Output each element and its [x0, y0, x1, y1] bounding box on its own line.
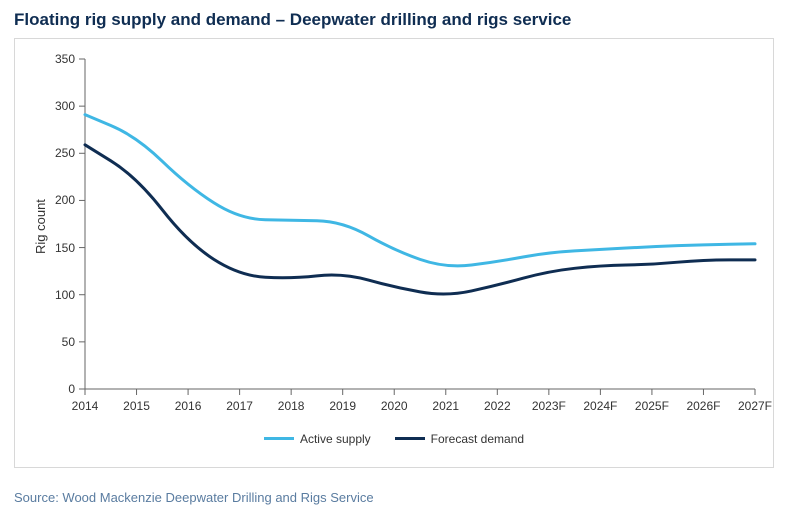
x-tick-label: 2018 — [267, 399, 315, 413]
page-root: Floating rig supply and demand – Deepwat… — [0, 0, 789, 520]
x-tick-label: 2027F — [731, 399, 779, 413]
x-tick-label: 2015 — [113, 399, 161, 413]
x-tick-label: 2021 — [422, 399, 470, 413]
source-text: Source: Wood Mackenzie Deepwater Drillin… — [14, 490, 374, 505]
chart-container: Rig count 0 50 100 150 200 250 300 350 2014 2015… — [14, 38, 774, 468]
y-tick-label: 250 — [55, 146, 75, 160]
y-tick-label: 50 — [62, 335, 75, 349]
x-tick-label: 2023F — [525, 399, 573, 413]
x-tick-label: 2024F — [576, 399, 624, 413]
x-tick-label: 2017 — [216, 399, 264, 413]
y-axis-label: Rig count — [33, 199, 48, 254]
y-tick-label: 150 — [55, 241, 75, 255]
x-tick-label: 2020 — [370, 399, 418, 413]
x-tick-label: 2025F — [628, 399, 676, 413]
chart-legend: Active supply Forecast demand — [15, 429, 773, 446]
legend-label: Active supply — [300, 432, 371, 446]
y-tick-label: 300 — [55, 99, 75, 113]
y-tick-label: 200 — [55, 193, 75, 207]
x-tick-label: 2016 — [164, 399, 212, 413]
y-tick-label: 350 — [55, 52, 75, 66]
chart-title: Floating rig supply and demand – Deepwat… — [14, 10, 571, 30]
y-tick-label: 100 — [55, 288, 75, 302]
x-tick-label: 2026F — [679, 399, 727, 413]
y-tick-label: 0 — [68, 382, 75, 396]
legend-label: Forecast demand — [431, 432, 524, 446]
legend-item: Active supply — [264, 432, 371, 446]
x-tick-label: 2019 — [319, 399, 367, 413]
legend-item: Forecast demand — [395, 432, 524, 446]
legend-swatch — [395, 437, 425, 440]
legend-swatch — [264, 437, 294, 440]
x-tick-label: 2022 — [473, 399, 521, 413]
x-tick-label: 2014 — [61, 399, 109, 413]
